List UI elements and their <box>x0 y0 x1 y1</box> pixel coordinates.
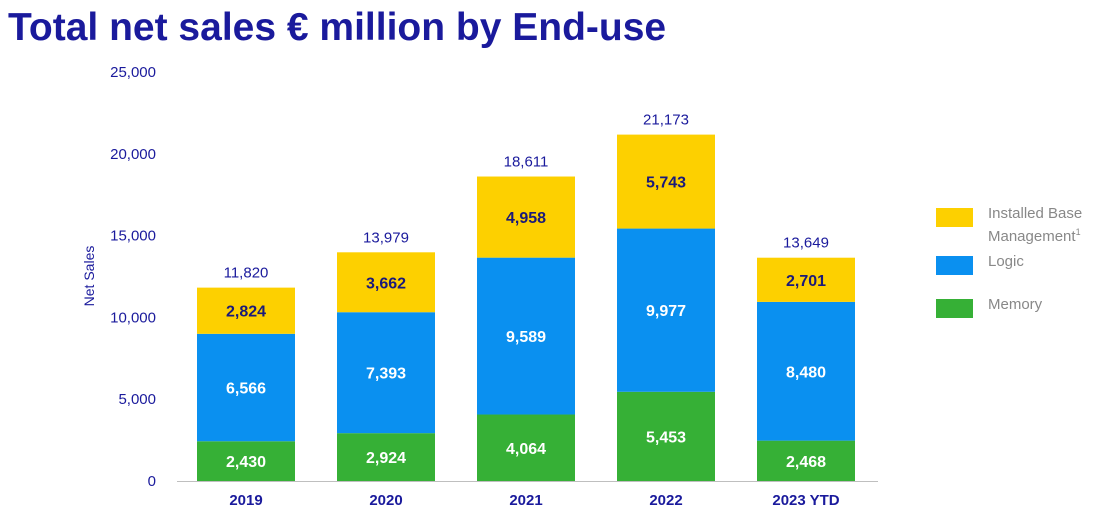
chart-title: Total net sales € million by End-use <box>8 6 667 49</box>
bar-logic-2022 <box>617 228 715 392</box>
bar-memory-2021 <box>477 414 575 481</box>
bar-installed-base-management-2019 <box>197 287 295 334</box>
legend-label-logic: Logic <box>988 253 1024 270</box>
legend-label-installed-base: Installed Base Management1 <box>988 205 1083 245</box>
bar-logic-2020 <box>337 312 435 434</box>
bar-memory-2019 <box>197 441 295 481</box>
data-label-installed-base-management-2021: 4,958 <box>506 210 546 227</box>
bar-installed-base-management-2021 <box>477 176 575 258</box>
x-tick-label-2019: 2019 <box>229 492 262 509</box>
data-label-memory-2019: 2,430 <box>226 454 266 471</box>
bar-logic-2021 <box>477 257 575 415</box>
bar-memory-2023-ytd <box>757 440 855 481</box>
bar-memory-2022 <box>617 391 715 481</box>
y-tick-label-10000: 10,000 <box>110 309 156 326</box>
total-label-2019: 11,820 <box>224 265 269 282</box>
legend-item-memory: Memory <box>936 295 1114 318</box>
total-label-2022: 21,173 <box>643 112 689 129</box>
data-label-logic-2019: 6,566 <box>226 381 266 398</box>
x-tick-label-2021: 2021 <box>509 492 542 509</box>
data-label-installed-base-management-2019: 2,824 <box>226 304 266 321</box>
bar-logic-2023-ytd <box>757 301 855 441</box>
x-tick-label-2023-ytd: 2023 YTD <box>772 492 839 509</box>
legend-swatch-memory <box>936 299 973 318</box>
x-tick-label-2020: 2020 <box>369 492 402 509</box>
y-tick-label-15000: 15,000 <box>110 228 156 245</box>
bar-installed-base-management-2020 <box>337 252 435 313</box>
y-tick-label-0: 0 <box>148 473 156 490</box>
total-label-2020: 13,979 <box>363 229 409 246</box>
data-label-memory-2023-ytd: 2,468 <box>786 454 826 471</box>
legend-item-logic: Logic <box>936 252 1114 275</box>
bars: 2,430 6,566 2,824 11,820 2,924 7,393 3,662 13,9… <box>197 112 855 481</box>
total-label-2023-ytd: 13,649 <box>783 235 829 252</box>
data-label-logic-2023-ytd: 8,480 <box>786 364 826 381</box>
bar-logic-2019 <box>197 333 295 442</box>
y-tick-label-5000: 5,000 <box>118 391 156 408</box>
y-tick-label-25000: 25,000 <box>110 64 156 81</box>
bar-memory-2020 <box>337 433 435 481</box>
x-axis: 2019 2020 2021 2022 2023 YTD <box>177 481 878 509</box>
data-label-installed-base-management-2020: 3,662 <box>366 275 406 292</box>
bar-installed-base-management-2023-ytd <box>757 257 855 302</box>
x-tick-label-2022: 2022 <box>649 492 682 509</box>
data-label-logic-2020: 7,393 <box>366 366 406 383</box>
data-label-logic-2021: 9,589 <box>506 329 546 346</box>
data-label-logic-2022: 9,977 <box>646 303 686 320</box>
total-label-2021: 18,611 <box>504 154 549 171</box>
legend: Installed Base Management1 Logic Memory <box>936 204 1114 338</box>
bar-installed-base-management-2022 <box>617 134 715 229</box>
data-label-installed-base-management-2022: 5,743 <box>646 175 686 192</box>
y-axis: 0 5,000 10,000 15,000 20,000 25,000 <box>110 64 156 490</box>
data-label-memory-2021: 4,064 <box>506 441 546 458</box>
data-label-memory-2022: 5,453 <box>646 429 686 446</box>
data-label-installed-base-management-2023-ytd: 2,701 <box>786 273 826 290</box>
legend-swatch-logic <box>936 256 973 275</box>
legend-item-installed-base: Installed Base Management1 <box>936 204 1114 245</box>
y-axis-label: Net Sales <box>81 246 97 307</box>
legend-swatch-installed-base <box>936 208 973 227</box>
stacked-bar-chart: 0 5,000 10,000 15,000 20,000 25,000 2,430 6,56… <box>81 64 878 509</box>
y-tick-label-20000: 20,000 <box>110 146 156 163</box>
legend-label-memory: Memory <box>988 296 1043 313</box>
data-label-memory-2020: 2,924 <box>366 450 406 467</box>
